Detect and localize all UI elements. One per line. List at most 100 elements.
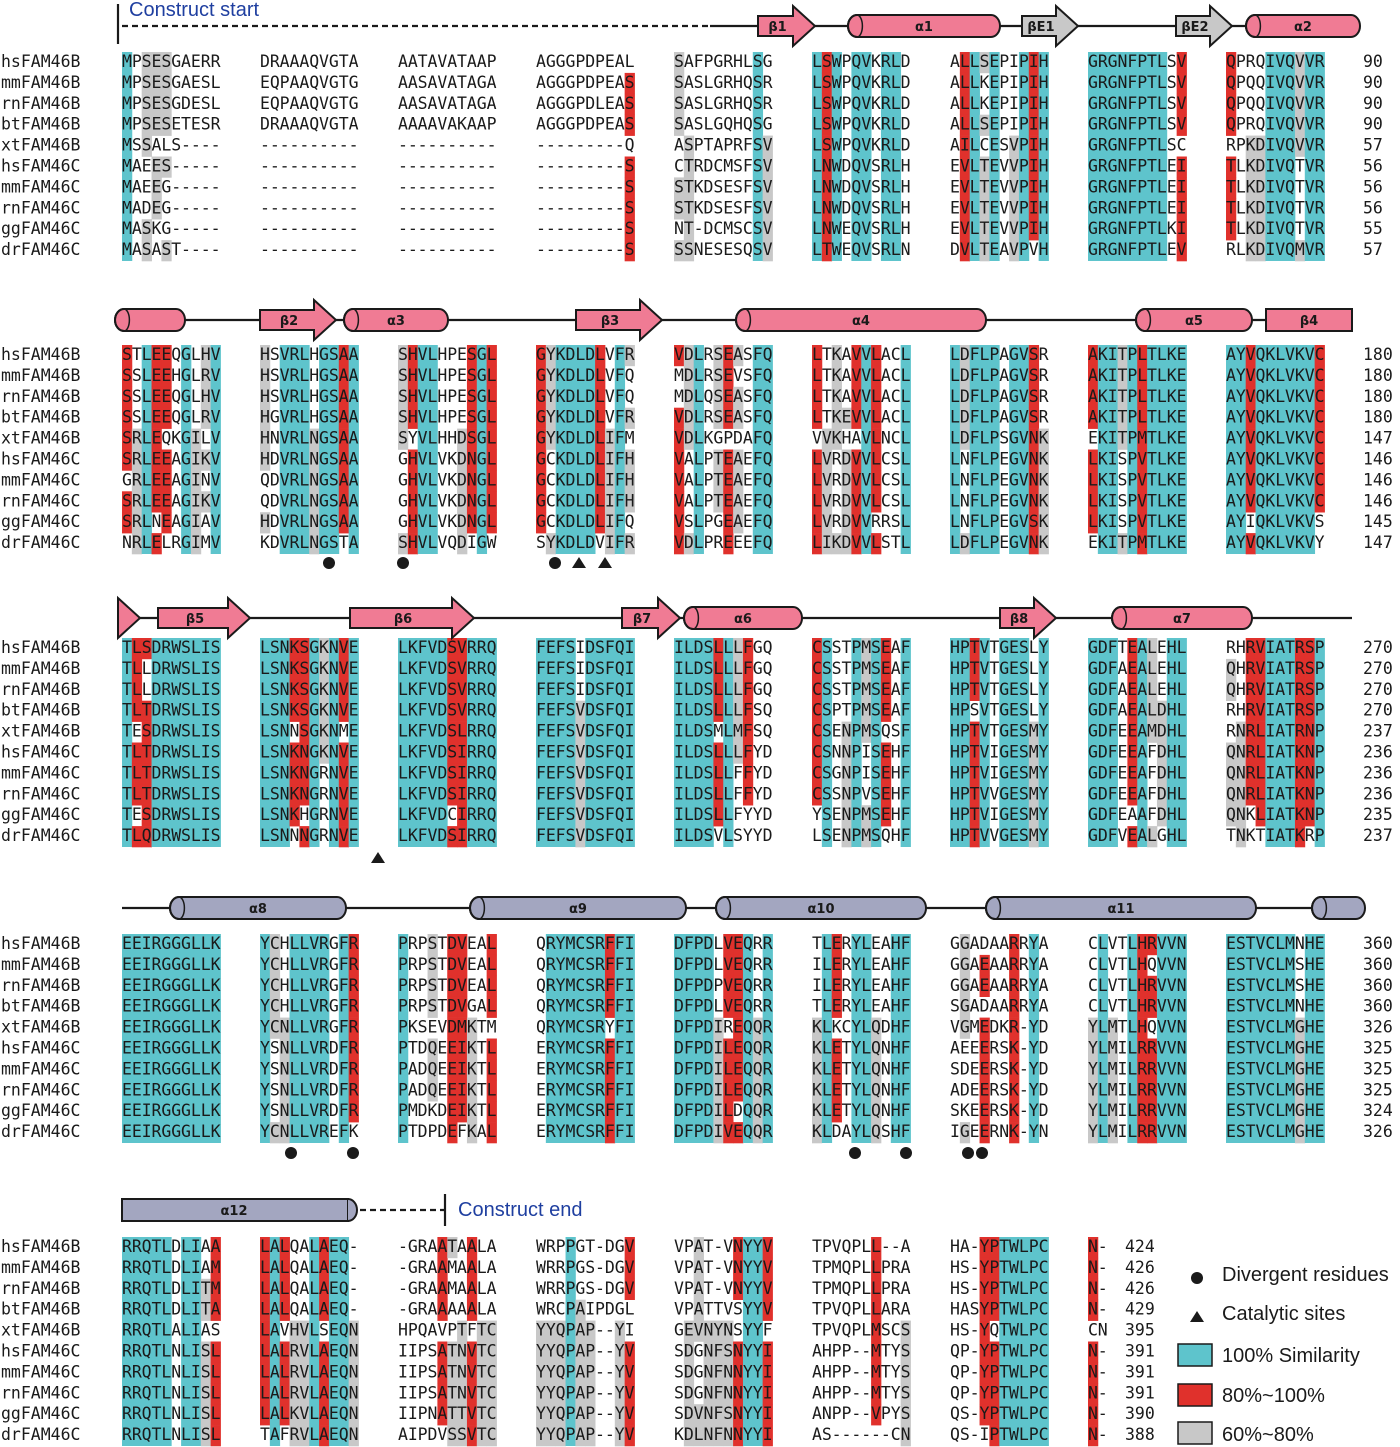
similarity-cell [959, 114, 971, 136]
similarity-cell [989, 1383, 1000, 1405]
similarity-cell [821, 533, 833, 555]
similarity-cell [624, 1278, 635, 1300]
similarity-cell [1304, 784, 1316, 806]
similarity-cell [486, 428, 497, 450]
sequence-segment: ASPTAPRFSV [674, 136, 773, 155]
sequence-segment: HS-YPTWLPC [950, 1258, 1049, 1277]
similarity-cell [338, 428, 350, 450]
similarity-cell [161, 512, 172, 534]
identity-column [190, 934, 202, 1143]
species-name: hsFAM46B [1, 934, 81, 953]
similarity-cell [1028, 428, 1040, 450]
similarity-cell [407, 533, 419, 555]
identity-column [1275, 52, 1286, 261]
similarity-cell [614, 1320, 626, 1342]
similarity-cell [1028, 826, 1040, 848]
sequence-segment: LKFVDSIRRQ [398, 826, 497, 845]
sequence-segment: DFPDILEQQR [674, 1080, 773, 1099]
similarity-cell [841, 470, 852, 492]
sequence-segment: LSNNSGKNME [260, 722, 359, 741]
sequence-segment: TLKDIVQTVR [1226, 219, 1325, 238]
similarity-cell [604, 1038, 616, 1060]
similarity-cell [348, 1080, 359, 1102]
similarity-cell [1107, 1017, 1118, 1039]
sequence-segment: QNRLIATKNP [1226, 743, 1325, 762]
similarity-cell [703, 1362, 714, 1384]
similarity-cell [466, 1278, 478, 1300]
identity-column [1265, 934, 1276, 1143]
species-name: rnFAM46C [1, 198, 80, 217]
sequence-segment: LNWDQVSRLH [812, 177, 911, 196]
similarity-cell [1147, 1059, 1158, 1081]
identity-column [762, 345, 773, 554]
similarity-cell [279, 1383, 290, 1405]
identity-column [210, 934, 221, 1143]
identity-column [476, 345, 488, 554]
similarity-cell [683, 1425, 695, 1447]
similarity-cell [348, 1362, 359, 1384]
similarity-cell [604, 1059, 616, 1081]
sequence-segment: YCNLLVRGFR [260, 1018, 359, 1037]
sequence-segment: HPTVIGESMY [950, 805, 1049, 824]
identity-column [151, 934, 162, 1143]
similarity-cell [161, 407, 172, 429]
ss-label: β7 [633, 612, 651, 627]
sequence-segment: EEIRGGGLLK [122, 1039, 221, 1058]
sequence-segment: LALQALAEQ- [260, 1237, 359, 1256]
identity-column [122, 1237, 133, 1446]
sequence-segment: GRGNFPTLEI [1088, 177, 1187, 196]
similarity-cell [427, 996, 438, 1018]
sequence-segment: GDFAEALDHL [1088, 701, 1187, 720]
similarity-cell [299, 679, 310, 701]
identity-column [703, 934, 714, 1143]
similarity-cell [851, 512, 862, 534]
similarity-cell [871, 428, 882, 450]
identity-column [1088, 638, 1099, 847]
similarity-cell [466, 1425, 478, 1447]
similarity-cell [260, 1362, 271, 1384]
similarity-cell [821, 135, 833, 157]
similarity-cell [713, 1122, 724, 1144]
similarity-cell [200, 407, 212, 429]
sequence-segment: DVLTEAVPVH [950, 240, 1049, 259]
identity-column [407, 638, 419, 847]
sequence-segment: ESTVCLMGHE [1226, 1080, 1325, 1099]
identity-column [289, 934, 300, 1143]
sequence-segment: LALQALAEQ- [260, 1279, 359, 1298]
similarity-cell [674, 428, 685, 450]
residue-count: 90 [1363, 73, 1383, 92]
similarity-cell [348, 1320, 359, 1342]
sequence-segment: VDLRSEASFQ [674, 408, 773, 427]
sequence-segment: WRPPGT-DGV [536, 1237, 635, 1256]
residue-count: 236 [1363, 763, 1393, 782]
similarity-cell [260, 365, 271, 388]
sequence-segment: TLTDRWSLIS [122, 743, 221, 762]
similarity-cell [979, 1122, 990, 1144]
similarity-cell [555, 1425, 566, 1447]
similarity-cell [821, 470, 833, 492]
similarity-cell [575, 826, 586, 848]
similarity-cell [989, 1425, 1000, 1447]
similarity-cell [1156, 721, 1168, 743]
species-name: drFAM46C [1, 826, 80, 845]
species-name: mmFAM46B [1, 73, 81, 92]
similarity-cell [348, 1383, 359, 1405]
sequence-segment: TLTDRWSLIS [122, 701, 221, 720]
sequence-segment: SYVLHHDSGL [398, 429, 497, 448]
similarity-cell [861, 826, 872, 848]
species-name: mmFAM46C [1, 177, 80, 196]
residue-count: 90 [1363, 115, 1383, 134]
similarity-cell [683, 219, 695, 241]
similarity-cell [437, 1383, 448, 1405]
similarity-cell [1088, 407, 1099, 429]
sequence-segment: ---------S [536, 157, 635, 176]
conservation-shading [122, 52, 1325, 1447]
similarity-cell [713, 345, 724, 367]
identity-column [141, 1237, 152, 1446]
sequence-segment: N- [1088, 1383, 1108, 1402]
sequence-segment: GHVLVKDNGL [398, 450, 497, 469]
similarity-cell [1088, 1278, 1099, 1300]
similarity-cell [407, 345, 419, 367]
sequence-segment: MPSESETESR [122, 115, 221, 134]
similarity-cell [1137, 345, 1148, 367]
